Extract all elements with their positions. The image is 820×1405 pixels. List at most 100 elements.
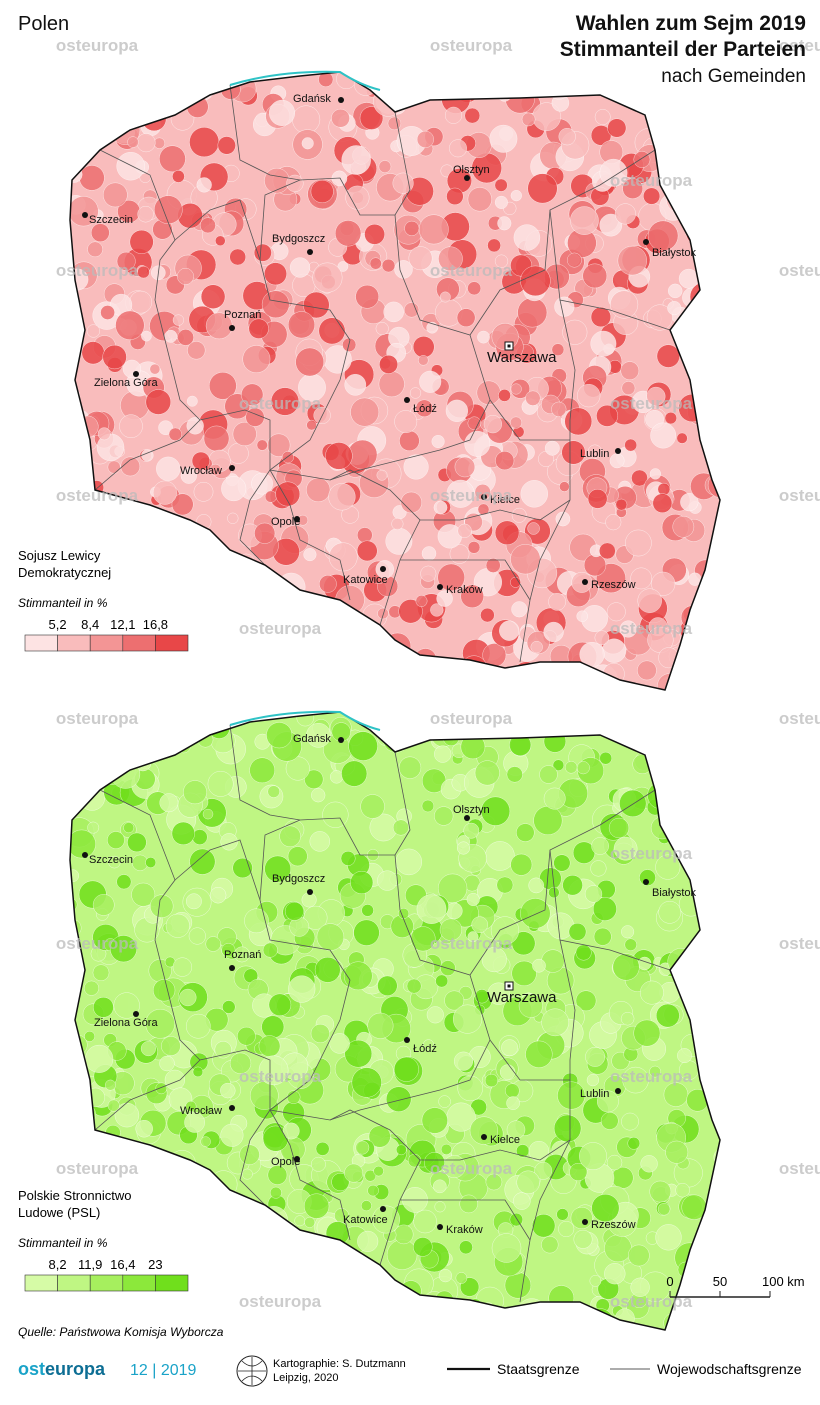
municipality: [485, 841, 515, 871]
municipality: [476, 380, 501, 405]
municipality: [93, 997, 114, 1018]
municipality: [582, 263, 608, 289]
legend-break: 23: [148, 1257, 162, 1272]
municipality: [407, 1153, 422, 1168]
municipality: [153, 979, 176, 1002]
municipality: [304, 1193, 330, 1219]
municipality: [630, 1277, 650, 1297]
municipality: [258, 1055, 289, 1086]
municipality: [159, 793, 179, 813]
legend-break: 16,8: [143, 617, 168, 632]
municipality: [315, 1141, 330, 1156]
municipality: [377, 607, 389, 620]
municipality: [434, 1201, 446, 1213]
municipality: [261, 290, 290, 319]
municipality: [164, 1069, 185, 1090]
municipality: [87, 241, 103, 258]
municipality: [215, 235, 226, 247]
voivodeship-border: [269, 334, 491, 481]
state-border: [69, 711, 721, 1331]
maps: Gdańsk Szczecin Olsztyn Białystok Bydgoszcz P…: [18, 70, 721, 1331]
municipality: [127, 136, 139, 148]
credit: Kartographie: S. Dutzmann: [273, 1358, 406, 1370]
voivodeship-border: [489, 399, 570, 441]
municipality: [412, 336, 435, 358]
city-marker: [229, 1105, 235, 1111]
watermark: osteuropa: [56, 709, 139, 728]
municipality: [153, 137, 166, 149]
city-label: Opole: [271, 516, 300, 528]
municipality: [439, 918, 462, 941]
municipality: [159, 1055, 175, 1072]
legend-swatch: [155, 634, 189, 652]
municipality: [433, 500, 448, 515]
municipality: [677, 1048, 692, 1064]
municipality: [303, 548, 317, 562]
municipality: [285, 756, 310, 781]
voivodeship-border: [420, 499, 571, 521]
municipality: [179, 988, 197, 1007]
municipality: [172, 957, 192, 977]
municipality: [525, 390, 541, 406]
voivodeship-border: [269, 974, 491, 1121]
municipality: [556, 1208, 569, 1221]
watermark: osteuropa: [779, 934, 820, 953]
watermark: osteuropa: [56, 486, 139, 505]
municipality: [527, 522, 540, 535]
party-name: Polskie Stronnictwo: [18, 1188, 131, 1203]
municipality: [466, 893, 480, 907]
municipality: [590, 330, 617, 357]
municipality: [445, 399, 468, 422]
watermark: osteuropa: [610, 1292, 693, 1311]
municipality: [435, 974, 449, 988]
municipality: [116, 251, 136, 271]
watermark: osteuropa: [779, 486, 820, 505]
municipality: [416, 894, 447, 924]
municipality: [87, 821, 100, 834]
municipality: [97, 427, 111, 441]
municipality: [269, 99, 296, 126]
municipality: [640, 980, 664, 1005]
municipality: [331, 108, 350, 128]
municipality: [331, 1172, 350, 1191]
city-label: Poznań: [224, 949, 261, 961]
municipality: [353, 919, 380, 946]
municipality: [481, 947, 507, 973]
legend-swatch: [57, 634, 91, 652]
watermark: osteuropa: [610, 619, 693, 638]
municipality: [655, 854, 681, 880]
municipality: [633, 1019, 661, 1047]
municipality: [155, 1082, 168, 1095]
municipality: [495, 451, 515, 471]
municipality: [438, 1095, 451, 1108]
city-label: Łódź: [413, 1043, 437, 1055]
municipality: [385, 527, 413, 555]
municipality: [344, 1163, 363, 1183]
municipality: [220, 1123, 244, 1147]
municipality: [516, 823, 535, 842]
title: Stimmanteil der Parteien: [560, 38, 806, 61]
voivodeship-border: [394, 149, 656, 336]
municipality: [614, 203, 636, 225]
party-name: Sojusz Lewicy: [18, 548, 101, 563]
capital-marker: [507, 344, 511, 348]
voivodeship-border: [229, 84, 411, 216]
municipality: [81, 341, 105, 365]
municipality: [607, 118, 627, 138]
municipality: [509, 1212, 523, 1227]
municipality: [554, 296, 575, 317]
municipality: [467, 187, 492, 212]
city-marker: [404, 1037, 410, 1043]
municipality: [418, 214, 449, 245]
city-label: Zielona Góra: [94, 1017, 158, 1029]
municipality: [267, 785, 280, 798]
watermark: osteuropa: [56, 934, 139, 953]
municipality: [570, 206, 599, 235]
city-label: Gdańsk: [293, 733, 331, 745]
municipality: [309, 831, 330, 852]
municipality: [227, 442, 249, 464]
municipality: [534, 1161, 553, 1180]
municipality: [548, 593, 566, 611]
city-label: Kraków: [446, 1224, 483, 1236]
municipality: [649, 1180, 672, 1203]
